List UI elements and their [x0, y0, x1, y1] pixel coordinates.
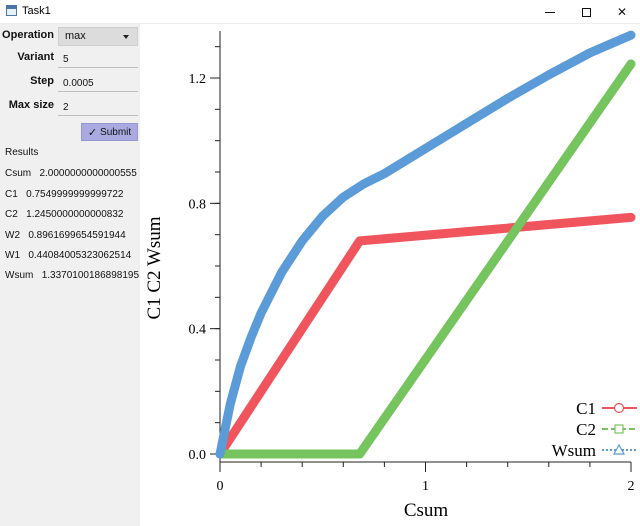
step-label: Step — [30, 75, 54, 87]
series-line-wsum — [215, 30, 636, 459]
operation-select[interactable]: max — [58, 27, 138, 46]
minimize-icon — [545, 11, 555, 13]
result-item: C2 1.2450000000000832 — [5, 209, 123, 220]
variant-label: Variant — [17, 51, 54, 63]
result-value: 0.8961699654591944 — [28, 230, 126, 241]
result-name: Wsum — [5, 270, 34, 281]
checkmark-icon: ✓ — [87, 126, 98, 139]
operation-row: Operation max — [0, 26, 140, 46]
x-tick-label: 1 — [422, 479, 429, 494]
result-item: Csum 2.0000000000000555 — [5, 168, 137, 179]
max-size-input[interactable] — [58, 97, 138, 116]
result-name: C1 — [5, 189, 18, 200]
y-tick-label: 0.0 — [189, 448, 207, 463]
y-tick-label: 0.8 — [189, 197, 207, 212]
result-item: Wsum 1.3370100186898195 — [5, 270, 139, 281]
legend-label: C1 — [576, 399, 596, 418]
x-axis-label: Csum — [404, 500, 449, 521]
series-line-c2 — [215, 59, 636, 459]
result-value: 0.44084005323062514 — [28, 250, 132, 261]
series-lines — [215, 30, 636, 459]
legend-label: C2 — [576, 420, 596, 439]
legend-label: Wsum — [552, 441, 596, 460]
result-item: W2 0.8961699654591944 — [5, 230, 126, 241]
app-window-icon — [6, 5, 17, 16]
result-value: 1.2450000000000832 — [26, 209, 124, 220]
result-name: W2 — [5, 230, 20, 241]
submit-label: Submit — [100, 126, 132, 138]
y-axis-label: C1 C2 Wsum — [144, 216, 165, 319]
operation-label: Operation — [2, 29, 54, 41]
legend-marker-circle — [613, 402, 625, 414]
maximize-button[interactable] — [564, 0, 608, 24]
y-tick-label: 0.4 — [189, 323, 207, 338]
result-name: C2 — [5, 209, 18, 220]
result-value: 0.7549999999999722 — [26, 189, 124, 200]
result-name: Csum — [5, 168, 32, 179]
title-bar: Task1 ✕ — [0, 0, 640, 24]
legend-marker-triangle — [612, 443, 626, 455]
step-input[interactable] — [58, 73, 138, 92]
variant-row: Variant — [0, 48, 140, 68]
operation-value: max — [65, 30, 86, 42]
minimize-button[interactable] — [528, 0, 572, 24]
close-button[interactable]: ✕ — [600, 0, 640, 24]
x-tick-label: 2 — [628, 479, 635, 494]
max-size-row: Max size — [0, 96, 140, 116]
line-chart: 0.0 0.4 0.8 1.2 0 1 2 C1 C2 Wsum Csum C1 C2 Wsum — [144, 30, 637, 521]
control-panel: Operation max Variant Step Max size ✓ Su… — [0, 24, 140, 526]
y-tick-label: 1.2 — [189, 72, 207, 87]
results-title: Results — [5, 147, 39, 158]
max-size-label: Max size — [8, 99, 54, 111]
variant-input[interactable] — [58, 49, 138, 68]
result-name: W1 — [5, 250, 20, 261]
result-item: W1 0.44084005323062514 — [5, 250, 131, 261]
maximize-icon — [581, 7, 591, 17]
legend: C1 C2 Wsum — [552, 399, 637, 460]
result-value: 2.0000000000000555 — [39, 168, 137, 179]
legend-marker-square — [614, 424, 624, 434]
submit-button[interactable]: ✓ Submit — [81, 123, 138, 141]
chevron-down-icon — [123, 35, 129, 39]
close-icon: ✕ — [616, 5, 628, 19]
step-row: Step — [0, 72, 140, 92]
window-title: Task1 — [22, 5, 51, 17]
result-value: 1.3370100186898195 — [41, 270, 140, 281]
chart-area: 0.0 0.4 0.8 1.2 0 1 2 C1 C2 Wsum Csum C1 C2 Wsum — [140, 24, 640, 526]
result-item: C1 0.7549999999999722 — [5, 189, 123, 200]
x-tick-label: 0 — [217, 479, 224, 494]
series-line-c1 — [215, 212, 636, 459]
axes: 0.0 0.4 0.8 1.2 0 1 2 — [189, 31, 635, 494]
